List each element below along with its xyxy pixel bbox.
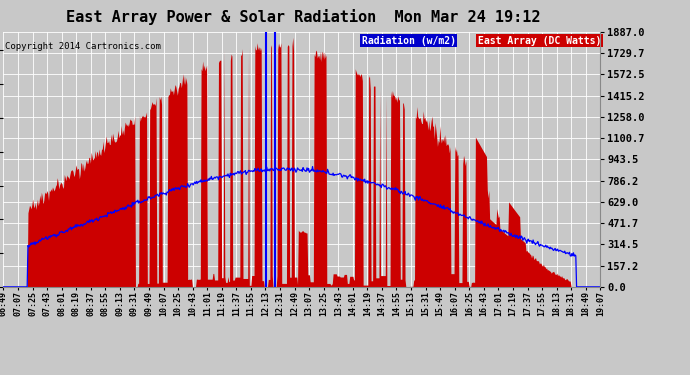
Text: Copyright 2014 Cartronics.com: Copyright 2014 Cartronics.com xyxy=(5,42,161,51)
Text: East Array (DC Watts): East Array (DC Watts) xyxy=(478,36,601,46)
Text: Radiation (w/m2): Radiation (w/m2) xyxy=(362,36,455,46)
Text: East Array Power & Solar Radiation  Mon Mar 24 19:12: East Array Power & Solar Radiation Mon M… xyxy=(66,9,541,26)
